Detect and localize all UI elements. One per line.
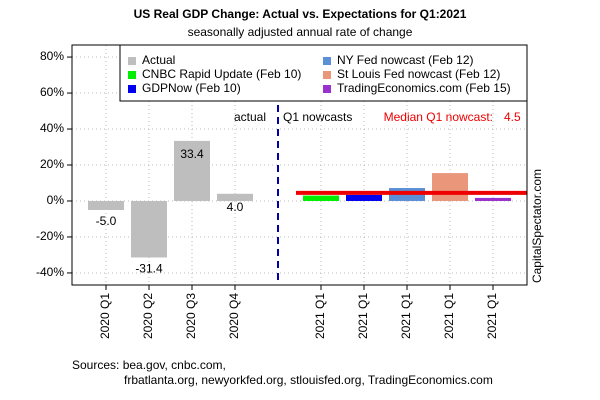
x-tick-label: 2020 Q4 [227, 293, 241, 339]
y-tick-label: 0% [47, 193, 65, 207]
y-tick-label: -20% [36, 229, 64, 243]
x-tick-label: 2021 Q1 [399, 293, 413, 339]
x-tick-label: 2021 Q1 [485, 293, 499, 339]
y-tick-label: 60% [40, 85, 64, 99]
bar [303, 195, 339, 201]
legend-swatch [128, 71, 136, 79]
x-tick-label: 2021 Q1 [442, 293, 456, 339]
y-tick-label: 80% [40, 49, 64, 63]
x-tick-label: 2021 Q1 [356, 293, 370, 339]
annotation: actual [234, 110, 266, 124]
bar [217, 193, 253, 201]
x-tick-label: 2020 Q1 [98, 293, 112, 339]
watermark: CapitalSpectator.com [530, 169, 544, 283]
value-label: 33.4 [180, 147, 204, 161]
legend-swatch [128, 85, 136, 93]
legend-swatch [323, 85, 331, 93]
chart-subtitle: seasonally adjusted annual rate of chang… [188, 25, 413, 39]
chart-title: US Real GDP Change: Actual vs. Expectati… [134, 7, 467, 21]
legend-label: TradingEconomics.com (Feb 15) [337, 81, 511, 95]
legend-label: CNBC Rapid Update (Feb 10) [142, 67, 301, 81]
y-tick-label: -40% [36, 265, 64, 279]
annotation: Q1 nowcasts [283, 110, 352, 124]
median-value: 4.5 [504, 110, 521, 124]
legend-label: Actual [142, 53, 175, 67]
y-tick-label: 40% [40, 121, 64, 135]
bar [88, 200, 124, 210]
sources: frbatlanta.org, newyorkfed.org, stlouisf… [124, 373, 493, 387]
x-tick-label: 2020 Q3 [184, 293, 198, 339]
median-label: Median Q1 nowcast: [384, 110, 493, 124]
y-tick-label: 20% [40, 157, 64, 171]
bar [475, 197, 511, 201]
x-tick-label: 2020 Q2 [141, 293, 155, 339]
value-label: 4.0 [227, 200, 244, 214]
legend-swatch [323, 57, 331, 65]
x-tick-label: 2021 Q1 [313, 293, 327, 339]
legend-label: NY Fed nowcast (Feb 12) [337, 53, 474, 67]
value-label: -5.0 [96, 214, 117, 228]
legend-swatch [128, 57, 136, 65]
legend-swatch [323, 71, 331, 79]
sources: Sources: bea.gov, cnbc.com, [72, 358, 226, 372]
legend-label: St Louis Fed nowcast (Feb 12) [337, 67, 500, 81]
bar [174, 140, 210, 201]
bar [131, 200, 167, 258]
legend-label: GDPNow (Feb 10) [142, 81, 241, 95]
bar [346, 194, 382, 201]
value-label: -31.4 [135, 262, 163, 276]
bar [432, 173, 468, 201]
